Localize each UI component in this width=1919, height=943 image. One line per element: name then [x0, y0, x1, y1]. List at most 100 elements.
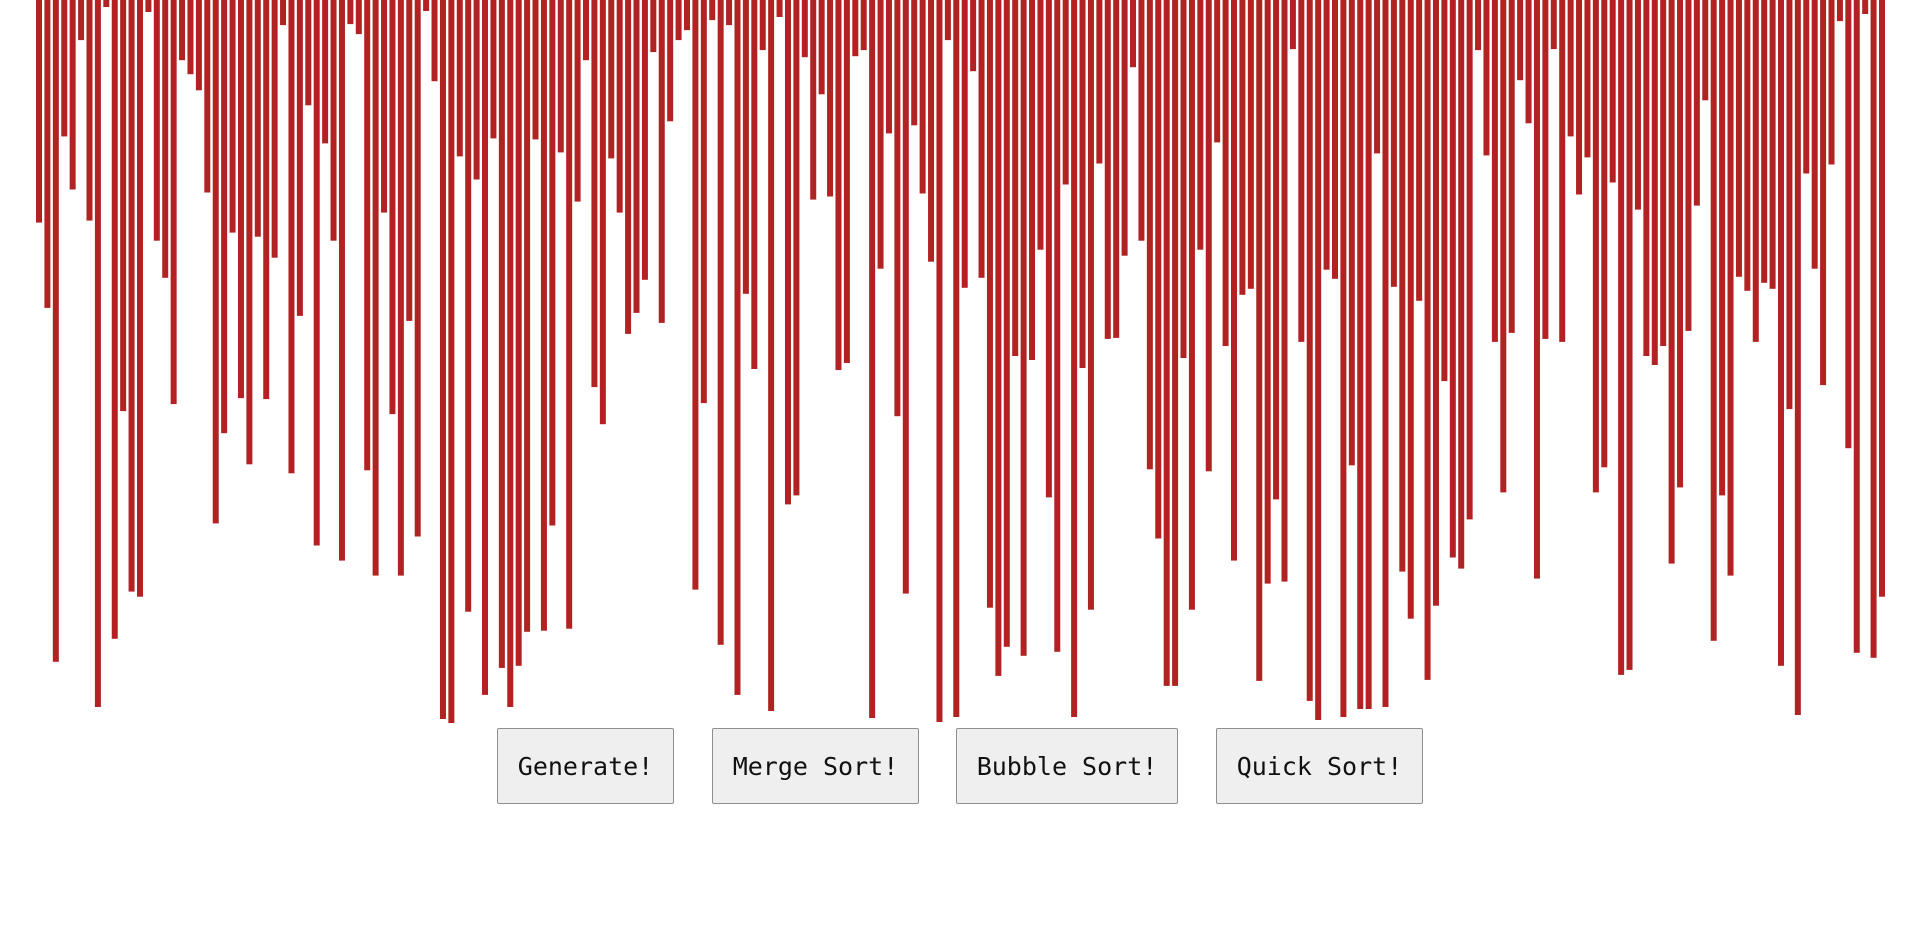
bar: [1256, 0, 1263, 681]
bar: [221, 0, 228, 434]
bubble-sort-button[interactable]: Bubble Sort!: [956, 728, 1178, 804]
bar: [583, 0, 590, 61]
bar: [1197, 0, 1204, 250]
bar: [1374, 0, 1381, 154]
bar: [1416, 0, 1423, 301]
bar: [1382, 0, 1389, 707]
bar: [1365, 0, 1372, 709]
bar: [1273, 0, 1280, 500]
bar: [1163, 0, 1170, 686]
bar: [229, 0, 236, 233]
bar: [751, 0, 758, 369]
bar: [1609, 0, 1616, 183]
bar: [1576, 0, 1583, 195]
bar: [120, 0, 127, 412]
bar: [919, 0, 926, 194]
bar: [305, 0, 312, 106]
bar: [1289, 0, 1296, 50]
bar: [970, 0, 977, 72]
bar: [1820, 0, 1827, 386]
bar: [52, 0, 59, 662]
bar: [1432, 0, 1439, 606]
bar: [1458, 0, 1465, 569]
bar: [1340, 0, 1347, 717]
bar: [759, 0, 766, 51]
bar: [1702, 0, 1709, 101]
bar: [726, 0, 733, 26]
bar: [1761, 0, 1768, 283]
bar: [1037, 0, 1044, 250]
bar: [1071, 0, 1078, 717]
bar: [1769, 0, 1776, 289]
bar: [1803, 0, 1810, 174]
bar: [1634, 0, 1641, 210]
bar: [1155, 0, 1162, 539]
bar: [1592, 0, 1599, 493]
bar: [1845, 0, 1852, 449]
bar: [1079, 0, 1086, 368]
bar: [246, 0, 253, 465]
bar: [658, 0, 665, 323]
bar: [986, 0, 993, 608]
bar: [490, 0, 497, 139]
bar: [1222, 0, 1229, 346]
bar: [953, 0, 960, 717]
bar: [86, 0, 93, 221]
bar: [1542, 0, 1549, 339]
quick-sort-button[interactable]: Quick Sort!: [1216, 728, 1423, 804]
bar: [1146, 0, 1153, 470]
bar: [1306, 0, 1313, 701]
bar: [1214, 0, 1221, 143]
bar: [136, 0, 143, 597]
bar: [1533, 0, 1540, 579]
bar: [103, 0, 110, 7]
merge-sort-button[interactable]: Merge Sort!: [712, 728, 919, 804]
bar: [532, 0, 539, 140]
bar: [482, 0, 489, 695]
bar: [1441, 0, 1448, 382]
bar: [768, 0, 775, 711]
bar: [574, 0, 581, 202]
bar: [94, 0, 101, 707]
bar: [507, 0, 514, 707]
bar: [650, 0, 657, 53]
bar: [843, 0, 850, 363]
bar: [1500, 0, 1507, 493]
bar: [625, 0, 632, 334]
bar: [1550, 0, 1557, 50]
bar: [456, 0, 463, 157]
bar: [827, 0, 834, 197]
bar: [1525, 0, 1532, 124]
bar: [1836, 0, 1843, 22]
bar: [1113, 0, 1120, 338]
bar: [322, 0, 329, 144]
bar: [515, 0, 522, 666]
bar: [1012, 0, 1019, 356]
generate-button[interactable]: Generate!: [497, 728, 674, 804]
bar: [330, 0, 337, 241]
bar: [1130, 0, 1137, 68]
bar: [372, 0, 379, 576]
bar: [1735, 0, 1742, 277]
bar: [439, 0, 446, 719]
bar: [280, 0, 287, 26]
bar: [869, 0, 876, 718]
bar: [1407, 0, 1414, 619]
bar: [145, 0, 152, 12]
bar: [1264, 0, 1271, 584]
bar: [153, 0, 160, 241]
bar: [784, 0, 791, 505]
bar: [944, 0, 951, 41]
bar: [709, 0, 716, 21]
bar: [1087, 0, 1094, 610]
bar: [128, 0, 135, 592]
bar: [448, 0, 455, 723]
bar: [1298, 0, 1305, 342]
bar: [540, 0, 547, 631]
bar: [1643, 0, 1650, 356]
bar: [1475, 0, 1482, 51]
bar: [1281, 0, 1288, 582]
bar: [860, 0, 867, 51]
bar: [591, 0, 598, 388]
bar: [1390, 0, 1397, 287]
